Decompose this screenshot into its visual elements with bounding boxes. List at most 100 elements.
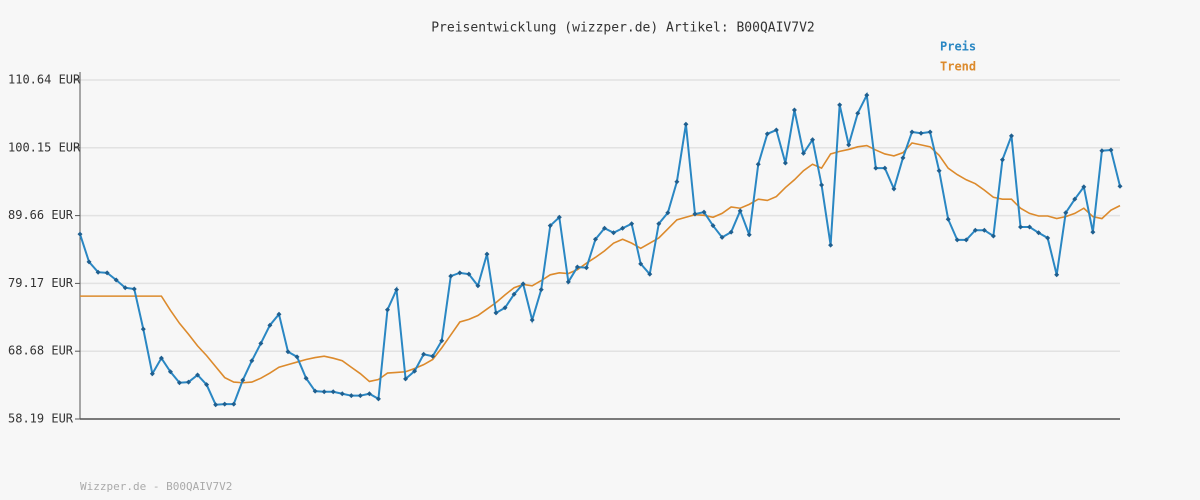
point-marker bbox=[954, 237, 960, 243]
point-marker bbox=[484, 251, 490, 257]
point-marker bbox=[466, 271, 472, 277]
point-marker bbox=[511, 291, 517, 297]
point-marker bbox=[737, 208, 743, 214]
point-marker bbox=[176, 380, 182, 386]
point-marker bbox=[900, 155, 906, 161]
point-marker bbox=[620, 225, 626, 231]
point-marker bbox=[330, 389, 336, 395]
point-marker bbox=[755, 161, 761, 167]
y-tick-label: 110.64 EUR bbox=[8, 73, 81, 87]
point-marker bbox=[981, 227, 987, 233]
point-marker bbox=[403, 376, 409, 382]
point-marker bbox=[1027, 224, 1033, 230]
y-tick-label: 89.66 EUR bbox=[8, 208, 74, 222]
point-marker bbox=[592, 236, 598, 242]
point-marker bbox=[1045, 235, 1051, 241]
point-marker bbox=[520, 281, 526, 287]
point-marker bbox=[493, 310, 499, 316]
point-marker bbox=[927, 129, 933, 135]
point-marker bbox=[502, 305, 508, 311]
point-marker bbox=[1063, 210, 1069, 216]
point-marker bbox=[828, 242, 834, 248]
point-marker bbox=[746, 232, 752, 238]
point-marker bbox=[475, 283, 481, 289]
point-marker bbox=[819, 182, 825, 188]
point-marker bbox=[918, 130, 924, 136]
point-marker bbox=[583, 265, 589, 271]
point-marker bbox=[294, 354, 300, 360]
point-marker bbox=[167, 369, 173, 375]
point-marker bbox=[791, 107, 797, 113]
point-marker bbox=[837, 102, 843, 108]
point-marker bbox=[348, 393, 354, 399]
point-marker bbox=[810, 137, 816, 143]
point-marker bbox=[213, 402, 219, 408]
point-marker bbox=[710, 223, 716, 229]
point-marker bbox=[1108, 147, 1114, 153]
point-marker bbox=[113, 277, 119, 283]
point-marker bbox=[999, 157, 1005, 163]
point-marker bbox=[384, 307, 390, 313]
point-marker bbox=[457, 270, 463, 276]
point-marker bbox=[728, 229, 734, 235]
line-series bbox=[80, 142, 1121, 384]
point-marker bbox=[529, 317, 535, 323]
point-marker bbox=[602, 225, 608, 231]
point-marker bbox=[285, 349, 291, 355]
point-marker bbox=[547, 223, 553, 229]
point-marker bbox=[782, 160, 788, 166]
point-marker bbox=[412, 368, 418, 374]
point-marker bbox=[439, 338, 445, 344]
point-marker bbox=[556, 214, 562, 220]
point-marker bbox=[357, 393, 363, 399]
point-marker bbox=[701, 209, 707, 215]
point-marker bbox=[95, 269, 101, 275]
point-marker bbox=[222, 401, 228, 407]
footer: Wizzper.de - B00QAIV7V2 bbox=[80, 480, 232, 493]
point-marker bbox=[647, 271, 653, 277]
legend-label: Trend bbox=[940, 60, 976, 74]
point-marker bbox=[258, 340, 264, 346]
point-marker bbox=[855, 110, 861, 116]
point-marker bbox=[945, 216, 951, 222]
y-tick-label: 100.15 EUR bbox=[8, 140, 81, 154]
point-marker bbox=[448, 273, 454, 279]
point-marker bbox=[1054, 272, 1060, 278]
point-marker bbox=[240, 377, 246, 383]
point-marker bbox=[77, 231, 83, 237]
point-marker bbox=[990, 233, 996, 239]
point-marker bbox=[204, 382, 210, 388]
point-marker bbox=[683, 121, 689, 127]
point-marker bbox=[674, 179, 680, 185]
point-marker bbox=[972, 227, 978, 233]
point-marker bbox=[86, 259, 92, 265]
point-marker bbox=[882, 165, 888, 171]
point-marker bbox=[764, 131, 770, 137]
point-marker bbox=[104, 270, 110, 276]
legend-label: Preis bbox=[940, 40, 976, 54]
point-marker bbox=[538, 287, 544, 293]
point-marker bbox=[692, 211, 698, 217]
point-marker bbox=[864, 92, 870, 98]
point-marker bbox=[1081, 184, 1087, 190]
point-marker bbox=[719, 234, 725, 240]
point-marker bbox=[249, 358, 255, 364]
point-marker bbox=[574, 264, 580, 270]
point-marker bbox=[873, 165, 879, 171]
point-marker bbox=[1099, 148, 1105, 154]
point-marker bbox=[909, 129, 915, 135]
point-marker bbox=[267, 322, 273, 328]
point-marker bbox=[276, 311, 282, 317]
y-tick-label: 79.17 EUR bbox=[8, 276, 74, 290]
point-marker bbox=[611, 230, 617, 236]
line-series bbox=[79, 91, 1121, 406]
point-marker bbox=[665, 210, 671, 216]
y-tick-label: 58.19 EUR bbox=[8, 412, 74, 426]
point-marker bbox=[846, 142, 852, 148]
point-marker bbox=[629, 221, 635, 227]
point-marker bbox=[638, 261, 644, 267]
point-marker bbox=[321, 389, 327, 395]
point-marker bbox=[140, 326, 146, 332]
